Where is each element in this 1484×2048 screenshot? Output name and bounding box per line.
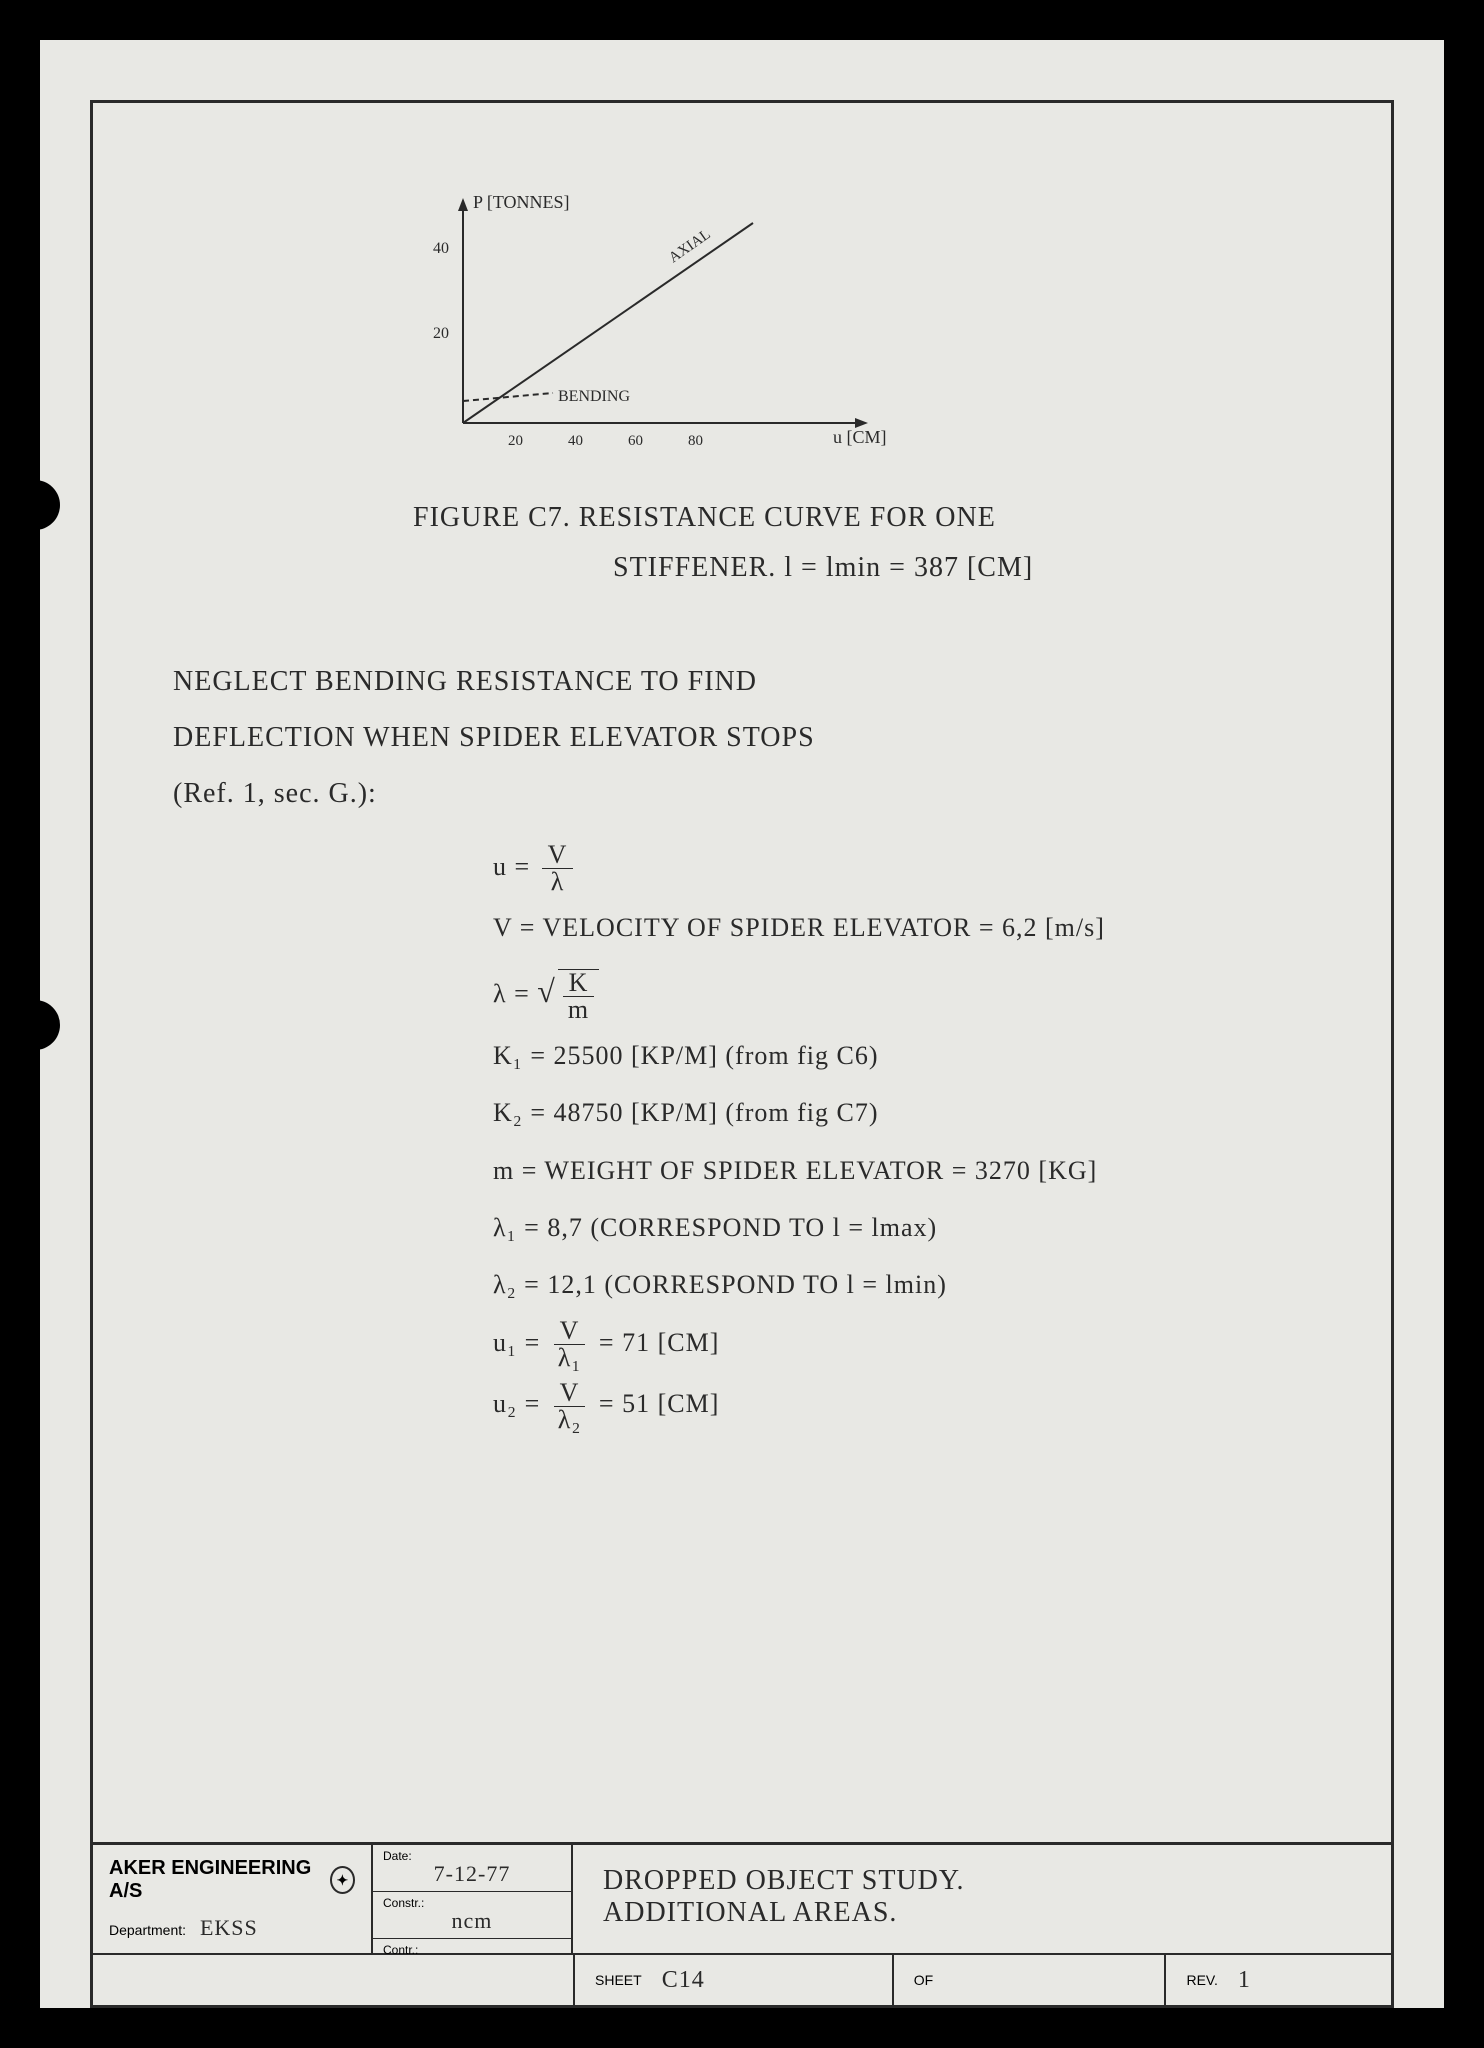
chart-svg: P [TONNES] u [CM] 40 20 20 40 60 80 AXIA…	[413, 183, 913, 463]
eq-k2: K₂ = 48750 [KP/M] (from fig C7)	[493, 1088, 1331, 1137]
meta-block: Date: 7-12-77 Constr.: ncm Contr.:	[373, 1845, 573, 1953]
caption-line: STIFFENER. l = lmin = 387 [CM]	[613, 543, 1331, 593]
svg-text:80: 80	[688, 433, 703, 449]
svg-text:AXIAL: AXIAL	[666, 226, 713, 266]
company-block: AKER ENGINEERING A/S ✦ Department: EKSS	[93, 1845, 373, 1953]
rev-cell: REV. 1	[1164, 1955, 1391, 2005]
company-name: AKER ENGINEERING A/S ✦	[109, 1857, 355, 1903]
figure-caption: FIGURE C7. RESISTANCE CURVE FOR ONE STIF…	[413, 493, 1331, 594]
content-area: P [TONNES] u [CM] 40 20 20 40 60 80 AXIA…	[93, 103, 1391, 1805]
punch-hole	[10, 1000, 60, 1050]
y-axis-label: P [TONNES]	[473, 192, 570, 212]
department: Department: EKSS	[109, 1915, 355, 1941]
date-cell: Date: 7-12-77	[373, 1845, 571, 1892]
svg-text:20: 20	[508, 433, 523, 449]
eq-lambda: λ = √Km	[493, 961, 1331, 1023]
svg-text:20: 20	[433, 325, 449, 342]
eq-u: u = Vλ	[493, 842, 1331, 896]
eq-k1: K₁ = 25500 [KP/M] (from fig C6)	[493, 1031, 1331, 1080]
eq-m: m = WEIGHT OF SPIDER ELEVATOR = 3270 [KG…	[493, 1146, 1331, 1195]
svg-text:40: 40	[433, 240, 449, 257]
of-cell: OF	[892, 1955, 1165, 2005]
punch-hole	[10, 480, 60, 530]
x-axis-label: u [CM]	[833, 427, 887, 447]
svg-text:40: 40	[568, 433, 583, 449]
body-text: NEGLECT BENDING RESISTANCE TO FIND DEFLE…	[173, 654, 1331, 822]
eq-v: V = VELOCITY OF SPIDER ELEVATOR = 6,2 [m…	[493, 903, 1331, 952]
body-line: DEFLECTION WHEN SPIDER ELEVATOR STOPS	[173, 710, 1331, 766]
drawing-title: DROPPED OBJECT STUDY. ADDITIONAL AREAS.	[573, 1845, 1391, 1953]
sheet-cell: SHEET C14	[573, 1955, 892, 2005]
page: AE 202 P [TONNES] u [CM] 40 20 20 40 60 …	[40, 40, 1444, 2008]
svg-text:60: 60	[628, 433, 643, 449]
eq-u1: u₁ = Vλ₁ = 71 [CM]	[493, 1318, 1331, 1372]
body-line: (Ref. 1, sec. G.):	[173, 766, 1331, 822]
drawing-frame: P [TONNES] u [CM] 40 20 20 40 60 80 AXIA…	[90, 100, 1394, 2008]
logo-icon: ✦	[330, 1866, 355, 1894]
constr-cell: Constr.: ncm	[373, 1892, 571, 1939]
body-line: NEGLECT BENDING RESISTANCE TO FIND	[173, 654, 1331, 710]
eq-u2: u₂ = Vλ₂ = 51 [CM]	[493, 1379, 1331, 1433]
title-block: AKER ENGINEERING A/S ✦ Department: EKSS …	[93, 1842, 1391, 2005]
eq-lambda2: λ₂ = 12,1 (CORRESPOND TO l = lmin)	[493, 1260, 1331, 1309]
form-number: AE 202	[0, 1906, 11, 1942]
eq-lambda1: λ₁ = 8,7 (CORRESPOND TO l = lmax)	[493, 1203, 1331, 1252]
resistance-chart: P [TONNES] u [CM] 40 20 20 40 60 80 AXIA…	[413, 183, 913, 463]
contr-cell: Contr.:	[373, 1939, 571, 1959]
equations: u = Vλ V = VELOCITY OF SPIDER ELEVATOR =…	[493, 842, 1331, 1433]
svg-text:BENDING: BENDING	[558, 388, 630, 405]
caption-line: FIGURE C7. RESISTANCE CURVE FOR ONE	[413, 493, 1331, 543]
